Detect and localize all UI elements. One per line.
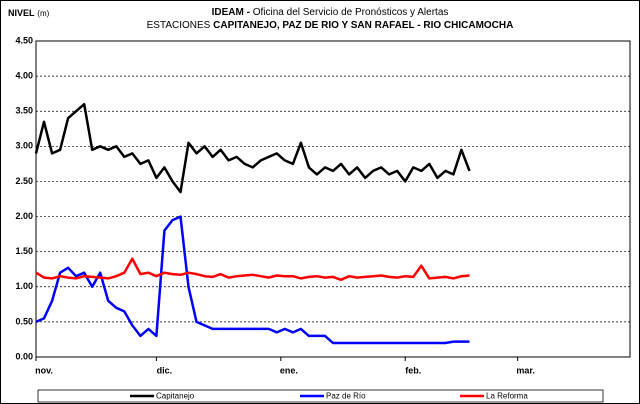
y-tick-label: 0.50 [15,316,33,326]
subtitle-prefix: ESTACIONES [147,20,211,31]
y-tick-label: 2.00 [15,211,33,221]
y-label-bold: NIVEL [8,8,35,18]
title-rest: Oficina del Servicio de Pronósticos y Al… [253,7,449,18]
subtitle-bold: CAPITANEJO, PAZ DE RIO Y SAN RAFAEL - RI… [213,20,513,31]
chart-subtitle: ESTACIONES CAPITANEJO, PAZ DE RIO Y SAN … [147,20,514,31]
y-tick-label: 0.00 [15,351,33,361]
legend-label: Capitanejo [156,392,195,401]
y-tick-label: 2.50 [15,176,33,186]
x-tick-label: feb. [405,365,421,375]
x-tick-label: dic. [157,365,173,375]
series-line [35,257,470,282]
legend-label: Paz de Río [326,392,366,401]
y-tick-label: 4.50 [15,35,33,45]
series-line [35,215,470,345]
x-tick-label: ene. [280,365,298,375]
y-tick-label: 1.00 [15,281,33,291]
y-label-unit: (m) [37,9,49,18]
y-tick-label: 3.00 [15,141,33,151]
x-tick-label: nov. [35,365,53,375]
series-line [34,102,471,194]
y-tick-label: 4.00 [15,70,33,80]
legend-label: La Reforma [486,392,528,401]
title-bold: IDEAM - [212,7,250,18]
y-tick-label: 3.50 [15,106,33,116]
plot-border [35,40,631,358]
x-tick-label: mar. [516,365,535,375]
y-axis-label: NIVEL (m) [8,8,50,19]
y-tick-label: 1.50 [15,246,33,256]
chart-title: IDEAM - Oficina del Servicio de Pronósti… [212,7,449,18]
